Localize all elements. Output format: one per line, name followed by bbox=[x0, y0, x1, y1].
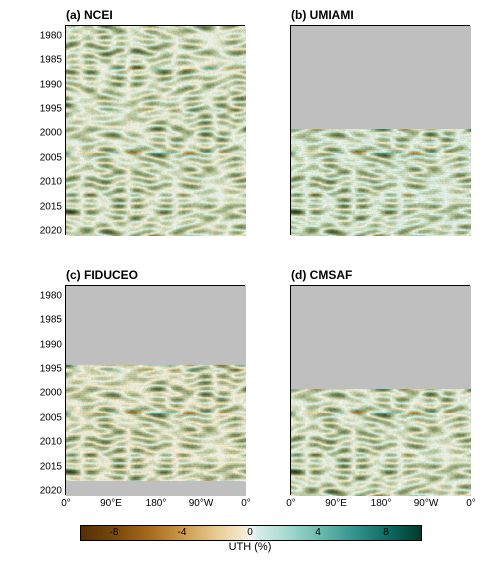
ytick: 1985 bbox=[40, 55, 66, 66]
xtick: 90°W bbox=[414, 494, 439, 509]
panel-a: (a) NCEI19801985199019952000200520102015… bbox=[65, 25, 245, 235]
xtick: 180° bbox=[371, 494, 392, 509]
xtick: 90°E bbox=[100, 494, 122, 509]
panel-title-b: (b) UMIAMI bbox=[291, 8, 354, 22]
ytick: 2005 bbox=[40, 412, 66, 423]
ytick: 2005 bbox=[40, 152, 66, 163]
colorbar-tick: -4 bbox=[178, 527, 187, 538]
ytick: 1980 bbox=[40, 30, 66, 41]
ytick: 2015 bbox=[40, 201, 66, 212]
colorbar-ticks: -8 -4 0 4 8 bbox=[80, 525, 420, 539]
panel-title-c: (c) FIDUCEO bbox=[66, 268, 138, 282]
panel-d: (d) CMSAF0°90°E180°90°W0° bbox=[290, 285, 470, 495]
xtick: 90°W bbox=[189, 494, 214, 509]
colorbar-label: UTH (%) bbox=[80, 541, 420, 553]
xtick: 0° bbox=[61, 494, 71, 509]
hovmoller-a bbox=[66, 26, 246, 236]
ytick: 2020 bbox=[40, 226, 66, 237]
ytick: 2015 bbox=[40, 461, 66, 472]
colorbar-tick: 0 bbox=[247, 527, 253, 538]
panel-b: (b) UMIAMI bbox=[290, 25, 470, 235]
nodata-mask bbox=[66, 286, 244, 364]
xtick: 0° bbox=[241, 494, 251, 509]
ytick: 2010 bbox=[40, 177, 66, 188]
xtick: 180° bbox=[146, 494, 167, 509]
colorbar-tick: 4 bbox=[315, 527, 321, 538]
ytick: 2000 bbox=[40, 388, 66, 399]
panel-c: (c) FIDUCEO19801985199019952000200520102… bbox=[65, 285, 245, 495]
ytick: 2010 bbox=[40, 437, 66, 448]
ytick: 1995 bbox=[40, 364, 66, 375]
ytick: 1980 bbox=[40, 290, 66, 301]
ytick: 2000 bbox=[40, 128, 66, 139]
panel-title-d: (d) CMSAF bbox=[291, 268, 352, 282]
colorbar: -8 -4 0 4 8 UTH (%) bbox=[80, 525, 420, 553]
figure-root: (a) NCEI19801985199019952000200520102015… bbox=[0, 0, 500, 580]
xtick: 0° bbox=[466, 494, 476, 509]
ytick: 1995 bbox=[40, 104, 66, 115]
nodata-mask bbox=[291, 26, 469, 129]
xtick: 90°E bbox=[325, 494, 347, 509]
colorbar-tick: 8 bbox=[383, 527, 389, 538]
ytick: 1990 bbox=[40, 339, 66, 350]
panel-title-a: (a) NCEI bbox=[66, 8, 113, 22]
ytick: 1985 bbox=[40, 315, 66, 326]
nodata-mask bbox=[291, 286, 469, 389]
xtick: 0° bbox=[286, 494, 296, 509]
ytick: 1990 bbox=[40, 79, 66, 90]
colorbar-tick: -8 bbox=[110, 527, 119, 538]
